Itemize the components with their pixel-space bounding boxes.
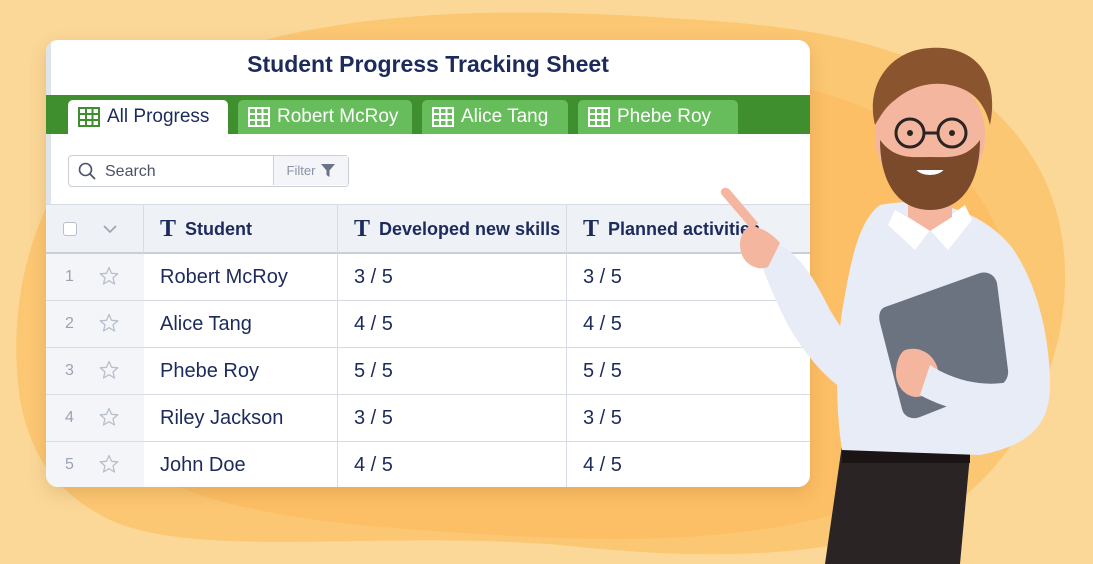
column-label: Developed new skills (379, 218, 561, 239)
star-icon[interactable] (99, 266, 119, 286)
column-label: Planned activities (608, 218, 761, 239)
header-controls (46, 205, 144, 253)
tab-label: All Progress (107, 106, 210, 127)
chevron-down-icon[interactable] (102, 224, 118, 234)
search-box: Filter (68, 155, 349, 187)
cell-activities[interactable]: 3 / 5 (583, 265, 622, 288)
search-input[interactable] (105, 163, 285, 181)
row-gutter: 4 (46, 395, 144, 441)
cell-student[interactable]: Riley Jackson (144, 395, 338, 441)
tab-label: Phebe Roy (617, 106, 712, 127)
cell-student[interactable]: Robert McRoy (144, 254, 338, 300)
column-header-activities[interactable]: T Planned activities (567, 205, 810, 253)
row-number: 3 (65, 362, 74, 379)
cell-skills[interactable]: 3 / 5 (338, 395, 567, 441)
tab-label: Alice Tang (461, 106, 549, 127)
grid-table-icon (588, 107, 610, 127)
data-table: T Student T Developed new skills T Plann… (46, 204, 810, 487)
cell-student[interactable]: John Doe (144, 442, 338, 487)
row-number: 1 (65, 268, 74, 285)
cell-student[interactable]: Phebe Roy (144, 348, 338, 394)
teacher-illustration (720, 47, 1050, 564)
table-row[interactable]: 5 John Doe 4 / 5 4 / 5 (46, 442, 810, 487)
star-icon[interactable] (99, 407, 119, 427)
cell-activities[interactable]: 5 / 5 (583, 359, 622, 382)
text-type-icon: T (354, 215, 371, 242)
star-icon[interactable] (99, 313, 119, 333)
table-row[interactable]: 2 Alice Tang 4 / 5 4 / 5 (46, 301, 810, 348)
grid-table-icon (248, 107, 270, 127)
star-icon[interactable] (99, 360, 119, 380)
sheet-title: Student Progress Tracking Sheet (247, 51, 609, 77)
cell-skills[interactable]: 5 / 5 (338, 348, 567, 394)
star-icon[interactable] (99, 454, 119, 474)
tab-phebe-roy[interactable]: Phebe Roy (578, 100, 738, 134)
column-label: Student (185, 218, 253, 239)
search-icon (78, 162, 96, 180)
tab-alice-tang[interactable]: Alice Tang (422, 100, 568, 134)
table-row[interactable]: 1 Robert McRoy 3 / 5 3 / 5 (46, 254, 810, 301)
table-row[interactable]: 3 Phebe Roy 5 / 5 5 / 5 (46, 348, 810, 395)
tab-robert-mcroy[interactable]: Robert McRoy (238, 100, 412, 134)
select-all-checkbox[interactable] (63, 222, 77, 236)
table-header: T Student T Developed new skills T Plann… (46, 204, 810, 254)
text-type-icon: T (160, 215, 177, 242)
row-gutter: 2 (46, 301, 144, 347)
column-header-student[interactable]: T Student (144, 205, 338, 253)
funnel-icon (321, 163, 336, 177)
cell-activities[interactable]: 3 / 5 (583, 406, 622, 429)
cell-activities[interactable]: 4 / 5 (583, 453, 622, 476)
row-number: 4 (65, 409, 74, 426)
cell-skills[interactable]: 3 / 5 (338, 254, 567, 300)
tab-bar: All Progress Robert McRoy Alice Tang (46, 95, 810, 134)
grid-table-icon (78, 107, 100, 127)
cell-student[interactable]: Alice Tang (144, 301, 338, 347)
row-gutter: 5 (46, 442, 144, 487)
filter-label: Filter (286, 163, 316, 178)
cell-skills[interactable]: 4 / 5 (338, 301, 567, 347)
column-header-skills[interactable]: T Developed new skills (338, 205, 567, 253)
row-gutter: 1 (46, 254, 144, 300)
tab-label: Robert McRoy (277, 106, 399, 127)
cell-activities[interactable]: 4 / 5 (583, 312, 622, 335)
table-row[interactable]: 4 Riley Jackson 3 / 5 3 / 5 (46, 395, 810, 442)
filter-button[interactable]: Filter (273, 156, 348, 185)
row-number: 2 (65, 315, 74, 332)
row-gutter: 3 (46, 348, 144, 394)
spreadsheet-card: Student Progress Tracking Sheet All Prog… (46, 40, 810, 487)
grid-table-icon (432, 107, 454, 127)
row-number: 5 (65, 456, 74, 473)
tab-all-progress[interactable]: All Progress (68, 100, 228, 134)
text-type-icon: T (583, 215, 600, 242)
cell-skills[interactable]: 4 / 5 (338, 442, 567, 487)
